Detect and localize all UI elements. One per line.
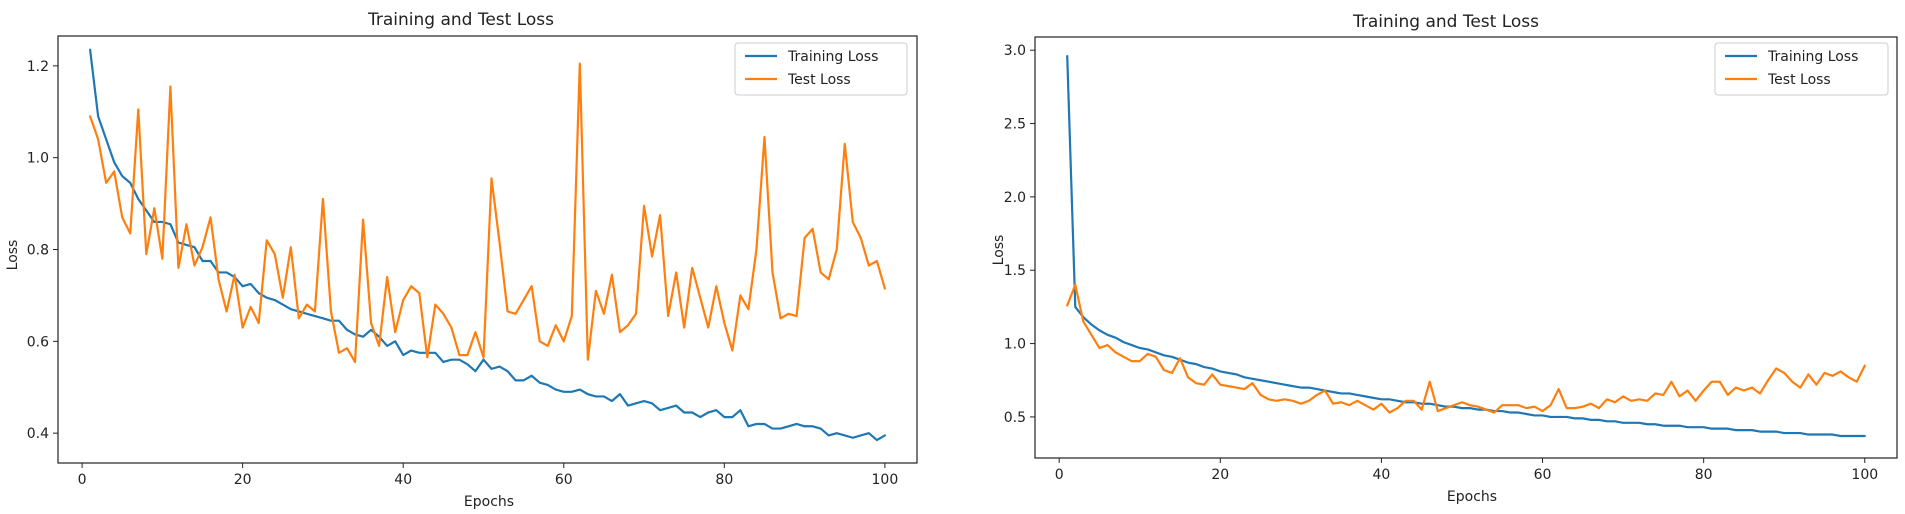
x-tick-label: 80 — [1695, 467, 1713, 483]
plot-area: 0 20 40 60 80 100 0.4 0.6 0.8 1.0 1.2 — [27, 48, 899, 488]
legend-label-test-loss: Test Loss — [787, 72, 851, 88]
legend: Training Loss Test Loss — [734, 42, 908, 96]
series-line-test-loss — [1066, 283, 1866, 414]
legend-label-test-loss: Test Loss — [1767, 72, 1831, 88]
chart-right: Training and Test Loss Epochs Loss 0 20 40… — [991, 12, 1898, 505]
legend: Training Loss Test Loss — [1714, 42, 1889, 96]
x-tick-label: 60 — [1534, 467, 1552, 483]
y-tick-label: 1.5 — [1004, 263, 1026, 279]
x-axis-label: Epochs — [1447, 489, 1497, 505]
series-line-training-loss — [1066, 54, 1866, 438]
legend-label-training-loss: Training Loss — [1767, 49, 1858, 65]
legend-label-training-loss: Training Loss — [787, 49, 878, 65]
x-tick-label: 100 — [872, 472, 899, 488]
chart-title: Training and Test Loss — [367, 10, 554, 30]
y-tick-label: 1.2 — [27, 59, 49, 75]
y-tick-label: 3.0 — [1004, 43, 1026, 59]
y-tick-label: 2.0 — [1004, 190, 1026, 206]
axes-frame — [57, 35, 918, 464]
y-tick-label: 2.5 — [1004, 117, 1026, 133]
y-tick-label: 1.0 — [27, 151, 49, 167]
x-tick-label: 100 — [1851, 467, 1878, 483]
axes-frame — [1034, 36, 1898, 459]
x-tick-label: 20 — [1211, 467, 1229, 483]
y-tick-label: 0.5 — [1004, 410, 1026, 426]
x-tick-label: 40 — [1372, 467, 1390, 483]
x-tick-label: 60 — [555, 472, 573, 488]
y-tick-label: 0.8 — [27, 243, 49, 259]
x-tick-label: 20 — [234, 472, 252, 488]
y-axis-label: Loss — [5, 240, 21, 271]
chart-left: Training and Test Loss Epochs Loss 0 20 40… — [5, 10, 918, 510]
x-tick-label: 80 — [715, 472, 733, 488]
y-axis-label: Loss — [991, 235, 1007, 266]
chart-title: Training and Test Loss — [1352, 12, 1539, 32]
legend-box — [734, 42, 908, 96]
x-axis-label: Epochs — [464, 494, 514, 510]
x-tick-label: 0 — [78, 472, 87, 488]
x-tick-label: 40 — [394, 472, 412, 488]
series-line-training-loss — [89, 48, 886, 442]
y-tick-label: 0.6 — [27, 334, 49, 350]
series-line-test-loss — [89, 62, 886, 364]
plot-area: 0 20 40 60 80 100 0.5 1.0 1.5 2.0 2.5 3.0 — [1004, 43, 1878, 483]
y-tick-label: 0.4 — [27, 426, 49, 442]
x-tick-label: 0 — [1055, 467, 1064, 483]
legend-box — [1714, 42, 1889, 96]
y-tick-label: 1.0 — [1004, 337, 1026, 353]
